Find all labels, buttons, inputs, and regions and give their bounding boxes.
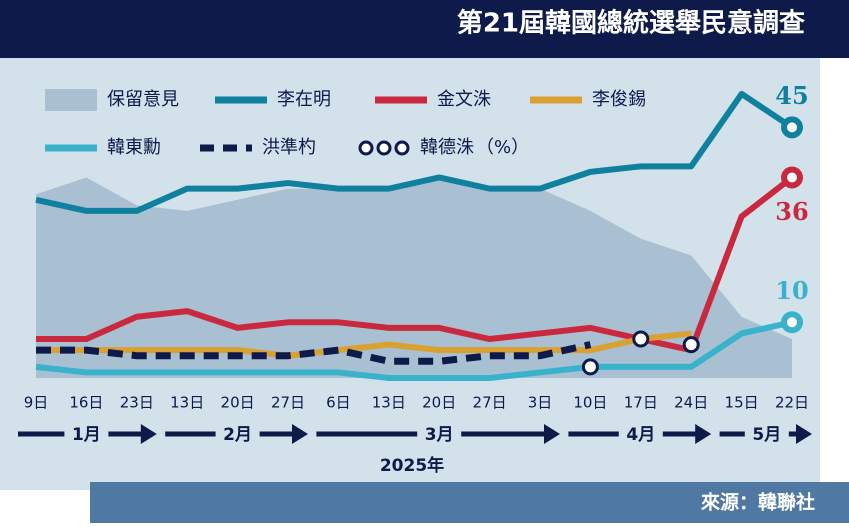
x-tick-label: 20日 <box>221 394 255 412</box>
month-label-bg <box>744 422 789 446</box>
month-label: 5月 <box>752 425 781 445</box>
source-bar <box>90 482 849 523</box>
x-tick-label: 15日 <box>725 394 759 412</box>
x-tick-label: 17日 <box>624 394 658 412</box>
end-marker-inner <box>787 317 797 328</box>
month-label: 3月 <box>425 425 454 445</box>
x-tick-label: 23日 <box>120 394 154 412</box>
x-tick-label: 9日 <box>24 394 49 412</box>
dot <box>682 336 700 354</box>
legend-swatch <box>45 89 97 111</box>
legend-label: 韓東勳 <box>107 137 161 158</box>
x-tick-label: 13日 <box>372 394 406 412</box>
month-arrowhead <box>695 424 712 444</box>
month-label-bg <box>417 422 462 446</box>
end-label: 36 <box>775 197 808 226</box>
x-tick-label: 20日 <box>422 394 456 412</box>
line <box>35 90 794 214</box>
x-tick-label: 10日 <box>573 394 607 412</box>
x-tick-label: 3日 <box>528 394 553 412</box>
x-tick-label: 6日 <box>326 394 351 412</box>
legend-label: 李俊錫 <box>592 89 646 110</box>
x-tick-label: 24日 <box>674 394 708 412</box>
month-arrowhead <box>292 424 308 444</box>
month-label-bg <box>618 422 663 446</box>
month-label-bg <box>64 422 109 446</box>
legend-label: 韓德洙 <box>420 137 474 158</box>
legend-swatch <box>376 140 392 156</box>
end-marker-inner <box>787 122 797 133</box>
month-arrowhead <box>140 424 157 444</box>
source: 來源：韓聯社 <box>701 491 815 514</box>
line <box>36 175 794 354</box>
month-label-bg <box>215 422 260 446</box>
header <box>0 0 849 58</box>
month-arrowhead <box>796 424 812 444</box>
legend-label: 保留意見 <box>107 89 179 110</box>
legend-label: 洪準杓 <box>262 137 316 158</box>
x-tick-label: 22日 <box>775 394 809 412</box>
end-marker-inner <box>787 172 797 183</box>
x-tick-label: 27日 <box>473 394 507 412</box>
month-label: 2月 <box>223 425 252 445</box>
dashed-line <box>36 341 592 365</box>
chart-title: 第21屆韓國總統選舉民意調查 <box>457 8 805 39</box>
legend-label: 金文洙 <box>437 89 491 110</box>
line <box>36 330 692 359</box>
x-tick-label: 27日 <box>271 394 305 412</box>
dot <box>632 330 650 348</box>
legend-swatch <box>394 140 410 156</box>
legend-swatch <box>358 140 374 156</box>
year-label: 2025年 <box>380 455 444 476</box>
legend-label: 李在明 <box>277 89 331 110</box>
dot <box>581 358 599 376</box>
month-arrowhead <box>544 424 560 444</box>
month-label: 4月 <box>626 425 655 445</box>
legend-unit: （%） <box>476 137 529 158</box>
end-label: 45 <box>775 81 808 110</box>
x-tick-label: 16日 <box>69 394 103 412</box>
line <box>35 319 793 381</box>
x-tick-label: 13日 <box>170 394 204 412</box>
end-label: 10 <box>775 276 808 305</box>
month-label: 1月 <box>72 425 101 445</box>
